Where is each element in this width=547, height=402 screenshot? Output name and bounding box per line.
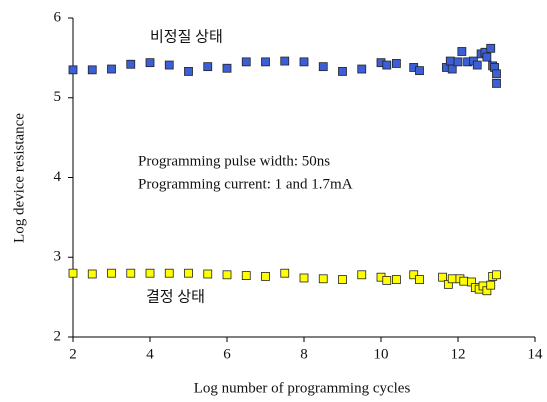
point [145,268,155,278]
x-tick-label: 4 [146,346,154,362]
point [184,67,193,76]
x-tick-label: 6 [223,346,231,362]
point [261,57,270,67]
annotation: 결정 상태 [146,288,205,305]
point [126,59,136,69]
y-axis-label: Log device resistance [11,113,27,243]
point [107,268,116,278]
y-tick-label: 3 [54,249,62,265]
point [492,270,501,280]
point [486,43,496,53]
y-tick-label: 2 [54,328,62,344]
x-tick-label: 14 [528,346,544,362]
point [438,272,448,282]
point [241,271,251,280]
point [415,275,424,284]
point [486,280,496,290]
point [457,47,467,56]
x-tick-label: 12 [451,346,466,362]
point [357,270,367,280]
point [222,63,232,73]
point [203,62,213,72]
x-tick-label: 2 [69,346,77,362]
point [445,56,455,66]
point [382,60,392,70]
point [492,78,501,88]
point [107,64,116,74]
x-tick-label: 8 [300,346,308,362]
point [68,65,78,75]
point [338,275,347,284]
point [299,273,309,283]
y-tick-label: 5 [54,89,62,105]
point [453,57,463,67]
y-tick-label: 6 [54,9,62,25]
point [492,69,501,79]
point [68,268,78,278]
point [145,58,155,68]
point [299,57,309,67]
point [459,276,469,286]
point [241,57,251,67]
point [280,56,290,66]
annotation: Programming current: 1 and 1.7mA [138,176,353,192]
point [338,67,347,76]
x-tick-label: 10 [374,346,389,362]
annotation: 비정질 상태 [150,28,223,45]
point [391,275,401,284]
point [164,60,174,70]
y-tick-label: 4 [54,169,62,185]
point [261,271,270,281]
point [318,62,328,72]
point [357,64,367,74]
point [415,66,424,76]
point [447,274,457,284]
point [391,59,401,68]
point [280,268,290,278]
point [87,65,97,75]
point [126,268,136,278]
point [164,268,174,278]
point [87,269,97,279]
x-axis-label: Log number of programming cycles [194,380,411,396]
point [447,64,457,74]
point [222,270,232,280]
point [318,274,328,284]
annotation: Programming pulse width: 50ns [138,153,330,169]
point [382,275,392,285]
point [472,60,482,70]
point [184,268,193,278]
point [409,270,419,280]
point [203,269,213,279]
point [482,52,492,62]
